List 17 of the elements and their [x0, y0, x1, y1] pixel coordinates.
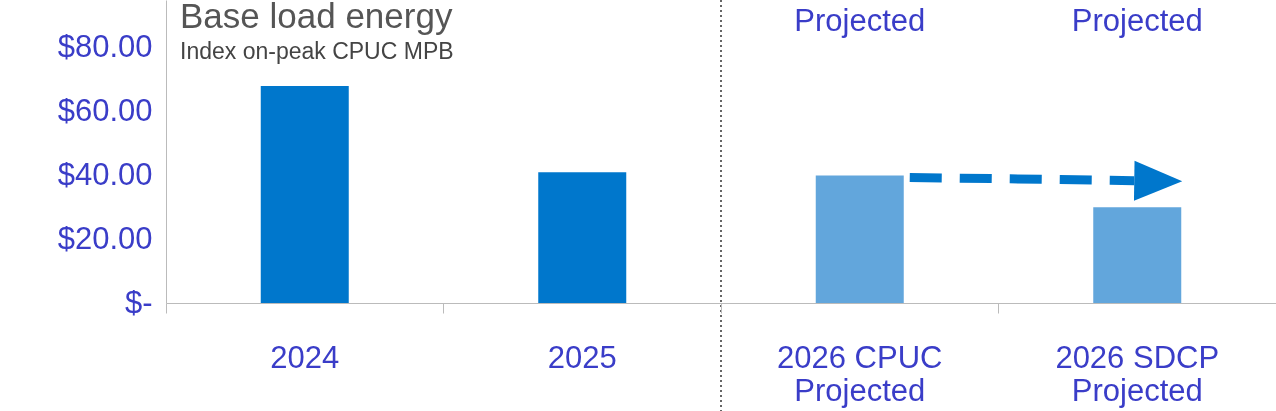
y-tick-label: $60.00 [57, 93, 153, 129]
chart-title: Base load energy [180, 0, 453, 35]
annotation: Projected [794, 3, 926, 38]
y-tick-label: $20.00 [57, 220, 153, 256]
x-tick-label: 2026 CPUC Projected [777, 339, 943, 408]
bar [1093, 207, 1182, 303]
x-tick-label: 2025 [547, 339, 617, 375]
bar [538, 172, 627, 303]
text: Index on-peak CPUC MPB [180, 38, 454, 64]
bar [260, 86, 349, 303]
bar [815, 175, 904, 303]
y-tick-label: $80.00 [57, 29, 153, 65]
y-tick-label: $40.00 [57, 156, 153, 192]
x-tick-label: 2026 SDCP Projected [1055, 339, 1220, 408]
annotation: Projected [1071, 3, 1203, 38]
x-tick-label: 2024 [270, 339, 340, 375]
y-tick-label: $- [124, 284, 153, 320]
